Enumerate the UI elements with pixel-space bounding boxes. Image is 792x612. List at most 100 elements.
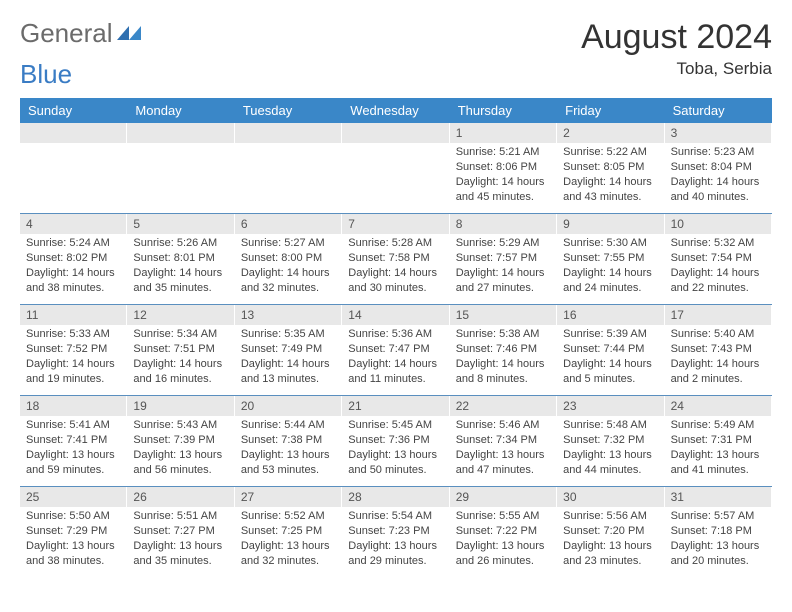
day-line: Sunset: 7:52 PM	[26, 342, 121, 357]
day-cell: Sunrise: 5:39 AMSunset: 7:44 PMDaylight:…	[557, 325, 664, 395]
day-line: Sunrise: 5:40 AM	[671, 327, 766, 342]
day-line: Sunset: 7:29 PM	[26, 524, 121, 539]
day-cell: Sunrise: 5:32 AMSunset: 7:54 PMDaylight:…	[665, 234, 772, 304]
day-line: Daylight: 14 hours	[456, 266, 551, 281]
day-cell: Sunrise: 5:27 AMSunset: 8:00 PMDaylight:…	[235, 234, 342, 304]
day-line: and 22 minutes.	[671, 281, 766, 296]
daynum-cell: 2	[557, 123, 664, 143]
day-line: Daylight: 14 hours	[563, 266, 658, 281]
day-cell: Sunrise: 5:40 AMSunset: 7:43 PMDaylight:…	[665, 325, 772, 395]
day-line: Daylight: 14 hours	[26, 357, 121, 372]
day-line: Sunset: 7:32 PM	[563, 433, 658, 448]
daynum-cell: 24	[665, 396, 772, 416]
daynum-cell: 10	[665, 214, 772, 234]
day-cell: Sunrise: 5:35 AMSunset: 7:49 PMDaylight:…	[235, 325, 342, 395]
day-line: and 59 minutes.	[26, 463, 121, 478]
day-cell: Sunrise: 5:22 AMSunset: 8:05 PMDaylight:…	[557, 143, 664, 213]
day-line: Daylight: 13 hours	[241, 539, 336, 554]
daynum-cell: 8	[450, 214, 557, 234]
day-line: Sunset: 7:39 PM	[133, 433, 228, 448]
day-line: Sunrise: 5:52 AM	[241, 509, 336, 524]
day-cell: Sunrise: 5:52 AMSunset: 7:25 PMDaylight:…	[235, 507, 342, 577]
day-line: Sunset: 8:04 PM	[671, 160, 766, 175]
day-line: Daylight: 13 hours	[563, 448, 658, 463]
day-line: Sunset: 7:44 PM	[563, 342, 658, 357]
day-cell	[20, 143, 127, 213]
day-line: Sunset: 7:22 PM	[456, 524, 551, 539]
day-line: and 24 minutes.	[563, 281, 658, 296]
daynum-cell: 19	[127, 396, 234, 416]
day-line: Daylight: 14 hours	[241, 357, 336, 372]
day-line: Sunrise: 5:43 AM	[133, 418, 228, 433]
daynum-cell: 3	[665, 123, 772, 143]
day-cell: Sunrise: 5:54 AMSunset: 7:23 PMDaylight:…	[342, 507, 449, 577]
day-line: Daylight: 14 hours	[133, 357, 228, 372]
week-body-row: Sunrise: 5:24 AMSunset: 8:02 PMDaylight:…	[20, 234, 772, 305]
day-line: Daylight: 13 hours	[26, 539, 121, 554]
day-line: Daylight: 14 hours	[671, 357, 766, 372]
day-line: and 23 minutes.	[563, 554, 658, 569]
weekday-cell: Friday	[557, 98, 664, 123]
day-cell: Sunrise: 5:41 AMSunset: 7:41 PMDaylight:…	[20, 416, 127, 486]
day-cell: Sunrise: 5:45 AMSunset: 7:36 PMDaylight:…	[342, 416, 449, 486]
day-line: Daylight: 14 hours	[456, 175, 551, 190]
weekday-cell: Sunday	[20, 98, 127, 123]
day-line: Sunset: 7:43 PM	[671, 342, 766, 357]
week-body-row: Sunrise: 5:41 AMSunset: 7:41 PMDaylight:…	[20, 416, 772, 487]
weekday-header-row: SundayMondayTuesdayWednesdayThursdayFrid…	[20, 98, 772, 123]
day-cell: Sunrise: 5:26 AMSunset: 8:01 PMDaylight:…	[127, 234, 234, 304]
day-cell: Sunrise: 5:29 AMSunset: 7:57 PMDaylight:…	[450, 234, 557, 304]
daynum-cell: 16	[557, 305, 664, 325]
daynum-cell: 14	[342, 305, 449, 325]
weekday-cell: Saturday	[665, 98, 772, 123]
day-line: Daylight: 14 hours	[241, 266, 336, 281]
day-line: Sunrise: 5:36 AM	[348, 327, 443, 342]
day-line: Daylight: 14 hours	[456, 357, 551, 372]
day-line: Daylight: 13 hours	[348, 448, 443, 463]
day-cell: Sunrise: 5:33 AMSunset: 7:52 PMDaylight:…	[20, 325, 127, 395]
day-line: and 5 minutes.	[563, 372, 658, 387]
day-cell: Sunrise: 5:48 AMSunset: 7:32 PMDaylight:…	[557, 416, 664, 486]
day-line: and 35 minutes.	[133, 554, 228, 569]
day-cell: Sunrise: 5:50 AMSunset: 7:29 PMDaylight:…	[20, 507, 127, 577]
calendar-body: 123Sunrise: 5:21 AMSunset: 8:06 PMDaylig…	[20, 123, 772, 577]
day-line: Sunrise: 5:28 AM	[348, 236, 443, 251]
daynum-cell: 9	[557, 214, 664, 234]
day-line: and 16 minutes.	[133, 372, 228, 387]
day-line: Sunrise: 5:23 AM	[671, 145, 766, 160]
day-line: Daylight: 13 hours	[133, 448, 228, 463]
day-line: Sunrise: 5:33 AM	[26, 327, 121, 342]
day-line: Sunrise: 5:49 AM	[671, 418, 766, 433]
day-line: Sunrise: 5:51 AM	[133, 509, 228, 524]
day-cell: Sunrise: 5:49 AMSunset: 7:31 PMDaylight:…	[665, 416, 772, 486]
day-line: Sunset: 7:34 PM	[456, 433, 551, 448]
day-line: Sunrise: 5:27 AM	[241, 236, 336, 251]
day-line: Sunset: 7:38 PM	[241, 433, 336, 448]
day-line: Sunrise: 5:57 AM	[671, 509, 766, 524]
day-cell	[235, 143, 342, 213]
daynum-row: 123	[20, 123, 772, 143]
month-title: August 2024	[581, 18, 772, 57]
day-line: Sunrise: 5:38 AM	[456, 327, 551, 342]
day-line: and 26 minutes.	[456, 554, 551, 569]
day-line: Daylight: 14 hours	[563, 357, 658, 372]
day-cell	[342, 143, 449, 213]
day-line: and 38 minutes.	[26, 281, 121, 296]
day-line: Daylight: 14 hours	[563, 175, 658, 190]
day-line: Sunset: 7:57 PM	[456, 251, 551, 266]
day-line: Daylight: 13 hours	[456, 539, 551, 554]
day-line: Sunset: 7:27 PM	[133, 524, 228, 539]
day-line: Sunset: 7:18 PM	[671, 524, 766, 539]
daynum-cell	[127, 123, 234, 143]
day-line: Daylight: 13 hours	[26, 448, 121, 463]
weekday-cell: Thursday	[450, 98, 557, 123]
daynum-cell: 15	[450, 305, 557, 325]
day-line: Sunrise: 5:48 AM	[563, 418, 658, 433]
day-line: Sunset: 7:36 PM	[348, 433, 443, 448]
day-line: and 41 minutes.	[671, 463, 766, 478]
day-line: Sunset: 7:49 PM	[241, 342, 336, 357]
daynum-cell: 18	[20, 396, 127, 416]
daynum-cell: 1	[450, 123, 557, 143]
logo-text-general: General	[20, 18, 113, 49]
daynum-cell: 4	[20, 214, 127, 234]
